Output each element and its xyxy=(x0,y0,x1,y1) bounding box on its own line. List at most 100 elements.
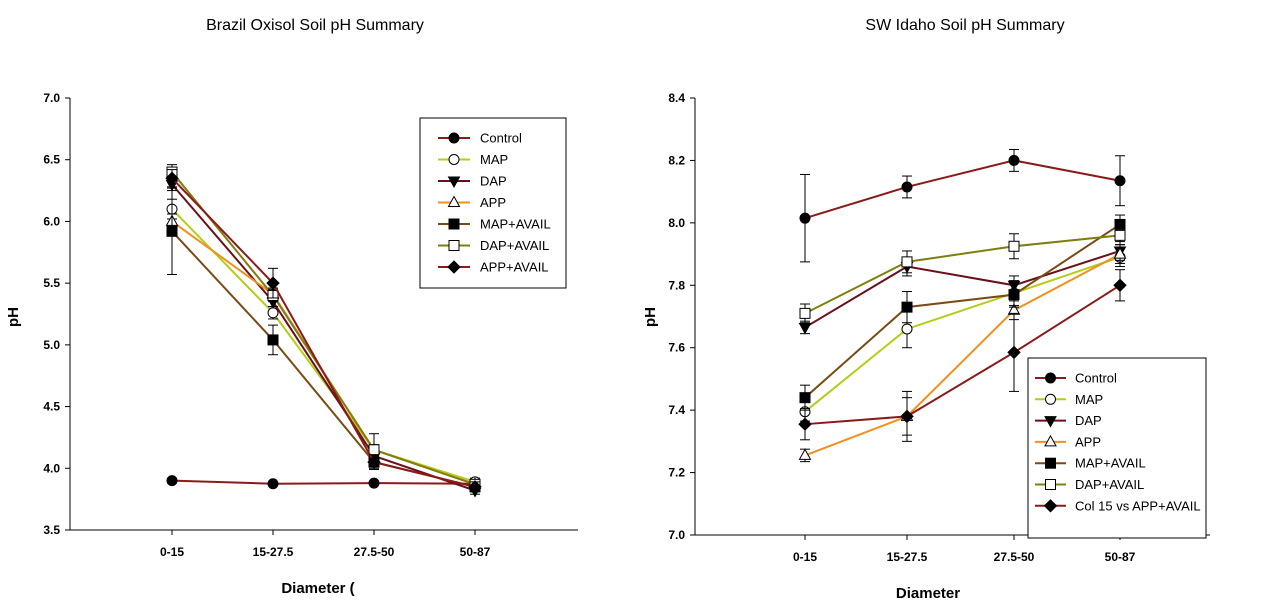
legend-label: Control xyxy=(1075,371,1117,386)
legend-label: APP xyxy=(480,195,506,210)
y-tick-label: 3.5 xyxy=(43,523,60,537)
data-point xyxy=(798,322,812,335)
x-tick-label: 0-15 xyxy=(793,550,817,564)
y-tick-label: 5.0 xyxy=(43,338,60,352)
legend-box xyxy=(1027,357,1207,539)
data-point xyxy=(267,334,279,346)
y-tick-label: 7.0 xyxy=(43,91,60,105)
data-point xyxy=(799,307,811,319)
legend-entry: APP xyxy=(1035,434,1101,449)
legend-marker xyxy=(1045,479,1056,490)
series-app-avail xyxy=(165,169,482,494)
y-tick-label: 4.0 xyxy=(43,461,60,475)
legend-entry: MAP xyxy=(438,152,508,167)
y-tick-label: 6.0 xyxy=(43,214,60,228)
data-point xyxy=(367,455,381,469)
legend: Control MAP DAP APP MAP+AVAIL DAP+AVAIL APP+AV… xyxy=(419,117,567,289)
series-col-15-vs-app-avail xyxy=(798,269,1127,442)
series-line xyxy=(804,159,1121,220)
series-line xyxy=(171,177,476,488)
legend-marker xyxy=(1045,372,1056,384)
legend-entry: Col 15 vs APP+AVAIL xyxy=(1035,498,1201,513)
legend-label: MAP+AVAIL xyxy=(480,217,551,232)
legend-label: MAP xyxy=(480,152,508,167)
series-line xyxy=(804,256,1121,413)
legend-entry: APP+AVAIL xyxy=(438,260,549,275)
series-line xyxy=(804,223,1121,399)
data-point xyxy=(799,392,811,404)
legend-marker xyxy=(1043,499,1058,513)
series-line xyxy=(171,479,476,485)
series-control xyxy=(799,149,1126,263)
x-tick-label: 15-27.5 xyxy=(887,550,928,564)
series-dap-avail xyxy=(799,225,1126,324)
legend-marker xyxy=(447,195,461,207)
data-point xyxy=(1114,175,1126,187)
legend-entry: Control xyxy=(438,131,522,146)
y-tick-label: 8.4 xyxy=(668,91,685,105)
series-line xyxy=(171,208,476,483)
y-tick-label: 6.5 xyxy=(43,153,60,167)
data-point xyxy=(1007,345,1021,360)
y-tick-label: 7.0 xyxy=(668,528,685,542)
legend-entry: DAP xyxy=(1035,413,1102,428)
legend-entry: APP xyxy=(438,195,506,210)
idaho-chart: SW Idaho Soil pH Summary pH Diameter 7.0… xyxy=(642,17,1210,602)
data-point xyxy=(1008,240,1020,252)
legend-entry: DAP+AVAIL xyxy=(1035,477,1144,492)
data-point xyxy=(901,301,913,313)
legend-marker xyxy=(1045,457,1056,469)
legend: Control MAP DAP APP MAP+AVAIL DAP+AVAIL Col 15… xyxy=(1027,357,1207,539)
legend-marker xyxy=(447,176,461,189)
x-tick-label: 0-15 xyxy=(160,545,184,559)
data-point xyxy=(798,417,812,431)
legend-marker xyxy=(1044,416,1057,428)
data-point xyxy=(1008,154,1020,166)
y-tick-label: 5.5 xyxy=(43,276,60,290)
legend-entry: MAP xyxy=(1035,392,1103,407)
x-tick-label: 27.5-50 xyxy=(354,545,395,559)
series-line xyxy=(171,183,476,492)
x-tick-label: 27.5-50 xyxy=(994,550,1035,564)
legend-marker xyxy=(448,218,460,230)
x-axis-label: Diameter xyxy=(896,585,960,602)
data-point xyxy=(468,480,482,494)
legend-entry: DAP+AVAIL xyxy=(438,238,549,253)
legend-label: DAP xyxy=(480,174,507,189)
legend-label: Control xyxy=(480,131,522,146)
y-axis-label: pH xyxy=(642,307,659,327)
data-point xyxy=(1008,289,1020,301)
data-point xyxy=(900,409,914,424)
data-point xyxy=(368,444,380,456)
brazil-chart: Brazil Oxisol Soil pH Summary pH Diamete… xyxy=(5,17,578,597)
data-point xyxy=(166,475,178,487)
legend-entry: MAP+AVAIL xyxy=(1035,456,1146,471)
series-line xyxy=(804,253,1121,457)
y-tick-label: 4.5 xyxy=(43,400,60,414)
legend-label: DAP+AVAIL xyxy=(1075,477,1144,492)
series-dap xyxy=(798,241,1127,335)
y-tick-label: 7.6 xyxy=(668,341,685,355)
legend-marker xyxy=(1044,434,1057,447)
x-tick-label: 50-87 xyxy=(1105,550,1136,564)
series-map-avail xyxy=(799,214,1126,411)
x-tick-label: 50-87 xyxy=(460,545,491,559)
legend-entry: DAP xyxy=(438,174,507,189)
x-tick-label: 15-27.5 xyxy=(253,545,294,559)
series-line xyxy=(804,234,1121,315)
series-line xyxy=(804,284,1121,426)
legend-label: APP xyxy=(1075,434,1101,449)
legend-entry: Control xyxy=(1035,371,1117,386)
series-app xyxy=(798,244,1127,463)
data-point xyxy=(1113,247,1127,259)
data-point xyxy=(901,181,913,193)
data-point xyxy=(267,478,279,490)
legend-marker xyxy=(448,240,460,251)
legend-marker xyxy=(1045,393,1056,405)
data-point xyxy=(1114,229,1126,241)
y-tick-label: 8.0 xyxy=(668,216,685,230)
legend-marker xyxy=(448,132,460,144)
chart-title: Brazil Oxisol Soil pH Summary xyxy=(206,17,424,34)
data-point xyxy=(798,448,812,460)
